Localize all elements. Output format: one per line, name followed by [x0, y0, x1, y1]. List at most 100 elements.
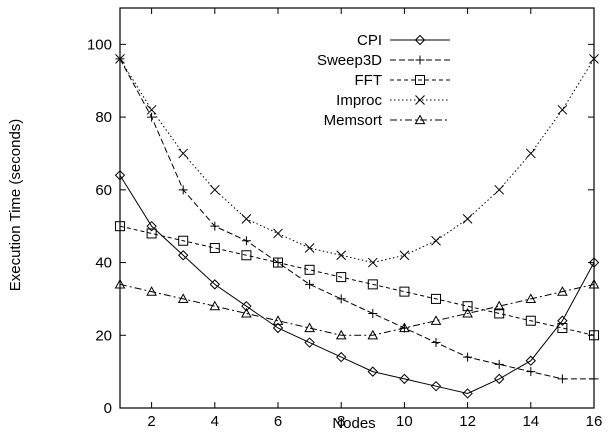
- series-line-improc: [119, 58, 595, 264]
- data-point-memsort: [304, 322, 315, 333]
- data-point-cpi: [209, 279, 221, 290]
- y-axis-label: Execution Time (seconds): [7, 119, 24, 292]
- data-point-fft: [431, 293, 441, 304]
- data-point-memsort: [177, 293, 189, 304]
- x-tick-label: 6: [274, 413, 282, 430]
- data-point-fft: [462, 301, 473, 312]
- data-point-cpi: [177, 250, 189, 261]
- data-point-memsort: [557, 286, 568, 296]
- data-point-fft: [494, 308, 505, 319]
- data-point-fft: [146, 228, 157, 239]
- data-point-cpi: [241, 300, 252, 312]
- data-point-fft: [557, 323, 568, 333]
- legend-marker-cpi: [414, 34, 426, 46]
- y-tick-label: 80: [95, 109, 112, 126]
- data-point-memsort: [367, 329, 379, 340]
- series-sweep3d: [115, 54, 599, 384]
- series-fft: [115, 221, 599, 341]
- data-point-fft: [399, 286, 410, 297]
- legend-label-sweep3d: Sweep3D: [317, 52, 382, 69]
- axes: 2 4 6 8 10 12 14 16 0 20 40 60 80 100: [87, 7, 603, 430]
- data-point-sweep3d: [210, 221, 220, 231]
- series-memsort: [114, 278, 600, 340]
- data-point-improc: [273, 228, 283, 239]
- series-improc: [115, 54, 599, 268]
- legend-label-improc: Improc: [336, 92, 382, 109]
- legend-label-cpi: CPI: [357, 32, 382, 49]
- y-tick-label: 100: [87, 36, 112, 53]
- data-point-cpi: [557, 315, 568, 326]
- data-point-fft: [241, 250, 252, 261]
- legend-marker-memsort: [414, 114, 426, 125]
- legend-entry-cpi: CPI: [357, 32, 450, 49]
- data-point-improc: [146, 104, 157, 115]
- data-point-improc: [431, 235, 441, 246]
- data-point-fft: [304, 264, 315, 275]
- data-point-sweep3d: [463, 352, 473, 362]
- data-point-improc: [399, 250, 410, 261]
- data-point-improc: [494, 184, 505, 195]
- data-point-sweep3d: [494, 359, 504, 369]
- series-line-fft: [119, 225, 595, 336]
- data-point-sweep3d: [147, 112, 157, 122]
- data-point-improc: [115, 54, 125, 64]
- data-point-fft: [367, 279, 378, 290]
- data-point-memsort: [588, 278, 600, 289]
- x-tick-label: 2: [147, 413, 155, 430]
- data-point-cpi: [430, 380, 442, 392]
- data-point-cpi: [399, 373, 410, 385]
- data-point-memsort: [114, 278, 126, 289]
- legend-entry-sweep3d: Sweep3D: [317, 52, 450, 69]
- data-point-memsort: [399, 322, 410, 333]
- legend-label-memsort: Memsort: [324, 112, 383, 129]
- data-point-fft: [209, 243, 220, 253]
- legend-marker-improc: [415, 95, 425, 105]
- x-tick-label: 8: [337, 413, 345, 430]
- data-point-improc: [241, 214, 252, 224]
- data-point-memsort: [272, 315, 284, 325]
- data-point-cpi: [462, 388, 473, 399]
- data-point-fft: [273, 257, 283, 268]
- data-point-cpi: [588, 257, 600, 268]
- data-point-fft: [115, 221, 125, 232]
- legend-entry-improc: Improc: [336, 92, 450, 109]
- data-point-cpi: [272, 322, 284, 334]
- data-point-sweep3d: [336, 294, 346, 304]
- series-cpi: [114, 170, 600, 399]
- data-point-sweep3d: [178, 185, 188, 195]
- data-point-sweep3d: [589, 374, 599, 384]
- data-point-improc: [525, 148, 536, 159]
- data-point-sweep3d: [557, 374, 567, 384]
- data-point-sweep3d: [305, 279, 315, 289]
- data-point-cpi: [146, 220, 157, 232]
- data-point-improc: [462, 214, 473, 224]
- legend-marker-sweep3d: [415, 55, 425, 65]
- series-line-cpi: [119, 175, 595, 394]
- data-point-improc: [336, 250, 347, 261]
- data-point-memsort: [241, 307, 252, 318]
- data-point-memsort: [493, 300, 505, 311]
- x-tick-label: 12: [459, 413, 476, 430]
- data-point-cpi: [367, 366, 379, 377]
- x-axis-label: Nodes: [332, 415, 375, 432]
- x-tick-label: 10: [396, 413, 413, 430]
- data-point-improc: [178, 148, 189, 159]
- data-point-improc: [209, 184, 220, 195]
- data-point-fft: [336, 272, 347, 283]
- data-point-sweep3d: [431, 338, 441, 348]
- data-point-cpi: [114, 170, 126, 181]
- x-tick-label: 16: [586, 413, 603, 430]
- data-point-fft: [178, 235, 189, 246]
- data-point-memsort: [146, 286, 157, 296]
- data-point-sweep3d: [241, 236, 251, 246]
- data-point-cpi: [493, 373, 505, 385]
- data-point-sweep3d: [368, 308, 378, 318]
- data-point-cpi: [304, 337, 315, 348]
- data-point-memsort: [209, 300, 221, 311]
- data-point-sweep3d: [526, 367, 536, 377]
- y-tick-label: 0: [104, 400, 112, 417]
- x-tick-label: 4: [211, 413, 219, 430]
- y-tick-label: 60: [95, 182, 112, 199]
- plot-frame: [119, 7, 595, 409]
